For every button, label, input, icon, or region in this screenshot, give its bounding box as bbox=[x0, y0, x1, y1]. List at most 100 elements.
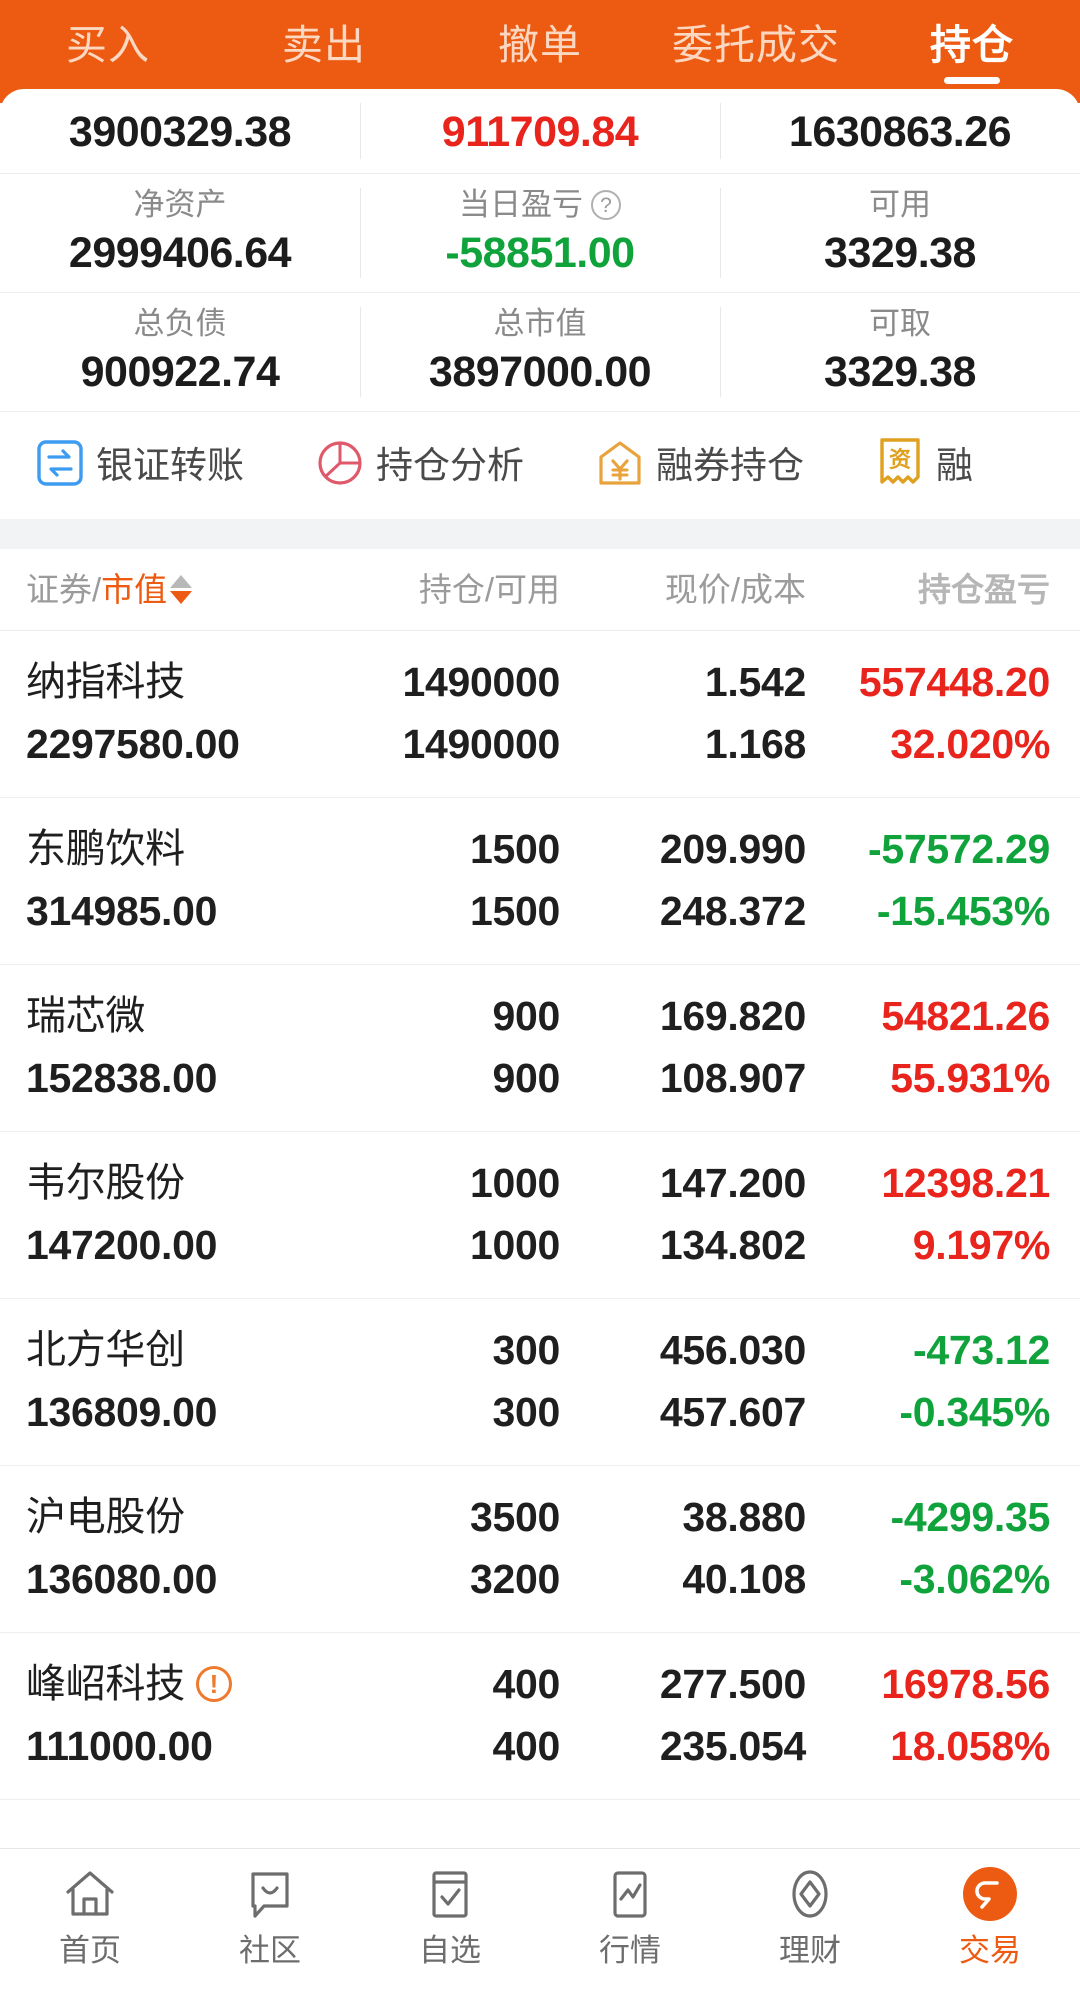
help-icon[interactable]: ? bbox=[591, 190, 621, 220]
table-row[interactable]: 瑞芯微 900 169.820 54821.26 152838.00 900 1… bbox=[0, 965, 1080, 1132]
sort-descending-icon bbox=[170, 591, 193, 604]
action-securities-lending[interactable]: 融券持仓 bbox=[596, 439, 804, 492]
security-name-text: 北方华创 bbox=[26, 1328, 185, 1372]
position-pnl-percent: 9.197% bbox=[912, 1222, 1051, 1268]
active-tab-underline bbox=[944, 77, 1000, 84]
row-line-top: 纳指科技 1490000 1.542 557448.20 bbox=[26, 653, 1050, 711]
tab-buy[interactable]: 买入 bbox=[0, 20, 216, 70]
action-label: 持仓分析 bbox=[376, 444, 524, 486]
wealth-icon bbox=[782, 1863, 838, 1925]
row-line-top: 东鹏饮料 1500 209.990 -57572.29 bbox=[26, 820, 1050, 878]
tab-sell[interactable]: 卖出 bbox=[216, 20, 432, 70]
tab-holdings[interactable]: 持仓 bbox=[864, 20, 1080, 84]
available-qty: 400 bbox=[492, 1723, 560, 1769]
action-label: 融券持仓 bbox=[656, 444, 804, 486]
security-name: 瑞芯微 bbox=[26, 987, 326, 1045]
bottom-navigation-bar: 首页 社区 自选 行情 bbox=[0, 1848, 1080, 2000]
summary-label-text: 当日盈亏 bbox=[459, 187, 583, 222]
nav-label: 社区 bbox=[239, 1933, 301, 1968]
position-pnl: 54821.26 bbox=[881, 993, 1050, 1039]
watchlist-icon bbox=[422, 1863, 478, 1925]
security-name: 纳指科技 bbox=[26, 653, 326, 711]
market-value: 314985.00 bbox=[26, 888, 218, 934]
action-margin-financing[interactable]: 资 融 bbox=[876, 437, 973, 494]
nav-item-market[interactable]: 行情 bbox=[540, 1863, 720, 1971]
summary-total-profit: 911709.84 bbox=[360, 89, 720, 173]
table-row[interactable]: 峰岹科技 ! 400 277.500 16978.56 111000.00 40… bbox=[0, 1633, 1080, 1800]
position-qty: 3500 bbox=[469, 1494, 560, 1540]
row-line-bottom: 152838.00 900 108.907 55.931% bbox=[26, 1049, 1050, 1107]
sort-toggle-icon[interactable] bbox=[170, 575, 193, 604]
cost-price: 108.907 bbox=[659, 1055, 806, 1101]
nav-item-wealth[interactable]: 理财 bbox=[720, 1863, 900, 1971]
current-price: 209.990 bbox=[659, 826, 806, 872]
nav-item-trade[interactable]: 交易 bbox=[900, 1863, 1080, 1971]
header-security-marketvalue[interactable]: 证券 / 市值 bbox=[26, 568, 326, 612]
position-pnl: 557448.20 bbox=[858, 659, 1050, 705]
sort-ascending-icon bbox=[170, 575, 193, 588]
available-qty: 1490000 bbox=[402, 721, 560, 767]
security-name-text: 沪电股份 bbox=[26, 1495, 185, 1539]
summary-label: 可用 bbox=[869, 187, 931, 222]
section-divider-band bbox=[0, 519, 1080, 549]
warning-icon[interactable]: ! bbox=[195, 1666, 232, 1702]
current-price: 147.200 bbox=[659, 1160, 806, 1206]
holdings-table-body: 纳指科技 1490000 1.542 557448.20 2297580.00 … bbox=[0, 631, 1080, 1800]
header-position-pnl[interactable]: 持仓盈亏 bbox=[918, 570, 1050, 608]
cost-price: 1.168 bbox=[704, 721, 806, 767]
bank-transfer-icon bbox=[36, 439, 84, 492]
summary-net-assets: 净资产 2999406.64 bbox=[0, 174, 360, 292]
summary-label: 总负债 bbox=[133, 306, 227, 341]
tab-cancel-order[interactable]: 撤单 bbox=[432, 20, 648, 70]
security-name-text: 纳指科技 bbox=[26, 660, 185, 704]
security-name-text: 瑞芯微 bbox=[26, 994, 146, 1038]
current-price: 38.880 bbox=[682, 1494, 806, 1540]
row-line-top: 瑞芯微 900 169.820 54821.26 bbox=[26, 987, 1050, 1045]
nav-item-home[interactable]: 首页 bbox=[0, 1863, 180, 1971]
svg-text:资: 资 bbox=[889, 448, 911, 473]
tab-orders-fills[interactable]: 委托成交 bbox=[648, 20, 864, 70]
available-qty: 300 bbox=[492, 1389, 560, 1435]
summary-value: -58851.00 bbox=[445, 229, 635, 277]
security-name-text: 东鹏饮料 bbox=[26, 827, 185, 871]
available-qty: 1500 bbox=[469, 888, 560, 934]
action-bank-transfer[interactable]: 银证转账 bbox=[36, 439, 244, 492]
summary-total-liabilities: 总负债 900922.74 bbox=[0, 293, 360, 411]
table-row[interactable]: 沪电股份 3500 38.880 -4299.35 136080.00 3200… bbox=[0, 1466, 1080, 1633]
action-label: 银证转账 bbox=[96, 444, 244, 486]
security-name: 韦尔股份 bbox=[26, 1154, 326, 1212]
market-value: 152838.00 bbox=[26, 1055, 218, 1101]
summary-value: 3329.38 bbox=[824, 229, 976, 277]
table-row[interactable]: 北方华创 300 456.030 -473.12 136809.00 300 4… bbox=[0, 1299, 1080, 1466]
summary-value: 3329.38 bbox=[824, 348, 976, 396]
nav-item-community[interactable]: 社区 bbox=[180, 1863, 360, 1971]
row-line-bottom: 111000.00 400 235.054 18.058% bbox=[26, 1717, 1050, 1775]
position-pnl-percent: -15.453% bbox=[876, 888, 1050, 934]
position-qty: 300 bbox=[492, 1327, 560, 1373]
header-position-available[interactable]: 持仓/可用 bbox=[418, 570, 560, 608]
table-row[interactable]: 纳指科技 1490000 1.542 557448.20 2297580.00 … bbox=[0, 631, 1080, 798]
position-pnl-percent: 55.931% bbox=[890, 1055, 1050, 1101]
table-row[interactable]: 东鹏饮料 1500 209.990 -57572.29 314985.00 15… bbox=[0, 798, 1080, 965]
summary-row-second: 净资产 2999406.64 当日盈亏 ? -58851.00 可用 3329.… bbox=[0, 174, 1080, 293]
position-qty: 1490000 bbox=[402, 659, 560, 705]
security-name: 峰岹科技 ! bbox=[26, 1655, 326, 1713]
account-summary-card: 3900329.38 911709.84 1630863.26 净资产 2999… bbox=[0, 89, 1080, 411]
market-value: 147200.00 bbox=[26, 1222, 218, 1268]
summary-value: 3900329.38 bbox=[68, 108, 292, 156]
position-pnl-percent: -0.345% bbox=[899, 1389, 1050, 1435]
security-name-text: 韦尔股份 bbox=[26, 1161, 185, 1205]
nav-item-watchlist[interactable]: 自选 bbox=[360, 1863, 540, 1971]
nav-label: 交易 bbox=[959, 1933, 1021, 1968]
table-row[interactable]: 韦尔股份 1000 147.200 12398.21 147200.00 100… bbox=[0, 1132, 1080, 1299]
summary-row-third: 总负债 900922.74 总市值 3897000.00 可取 3329.38 bbox=[0, 293, 1080, 411]
row-line-bottom: 2297580.00 1490000 1.168 32.020% bbox=[26, 715, 1050, 773]
summary-label: 当日盈亏 ? bbox=[360, 184, 720, 226]
header-price-cost[interactable]: 现价/成本 bbox=[664, 570, 806, 608]
row-line-bottom: 136809.00 300 457.607 -0.345% bbox=[26, 1383, 1050, 1441]
cost-price: 457.607 bbox=[659, 1389, 806, 1435]
security-name: 沪电股份 bbox=[26, 1488, 326, 1546]
action-position-analysis[interactable]: 持仓分析 bbox=[316, 439, 524, 492]
row-line-top: 沪电股份 3500 38.880 -4299.35 bbox=[26, 1488, 1050, 1546]
current-price: 169.820 bbox=[659, 993, 806, 1039]
